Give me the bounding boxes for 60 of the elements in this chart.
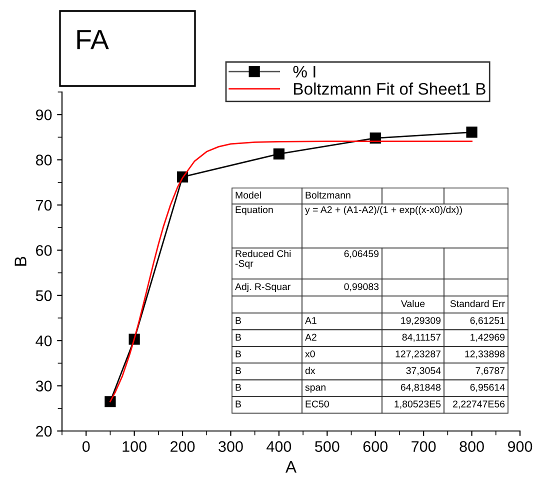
y-tick-label: 70	[36, 200, 52, 211]
annotation: B	[236, 384, 241, 391]
annotation: 6,06459	[344, 250, 379, 258]
y-tick-label: 80	[36, 154, 52, 166]
annotation: 12,33898	[465, 350, 505, 359]
annotation: 127,23287	[396, 350, 441, 359]
annotation: Equation	[236, 206, 273, 216]
x-tick-label: 800	[460, 441, 484, 452]
annotation: y = A2 + (A1-A2)/(1 + exp((x-x0)/dx))	[305, 206, 462, 216]
annotation: 7,6787	[476, 367, 505, 376]
y-tick-label: 40	[36, 335, 52, 346]
x-tick-label: 900	[508, 441, 532, 452]
x-axis-title: A	[285, 461, 297, 473]
annotation: B	[236, 334, 241, 341]
annotation: 6,61251	[470, 317, 505, 326]
y-tick-label: 20	[36, 426, 52, 437]
y-tick-label: 60	[36, 245, 52, 256]
y-tick-label: 90	[36, 109, 52, 120]
annotation: Model	[236, 191, 261, 199]
y-axis-title: B	[14, 256, 26, 266]
x-tick-label: 700	[412, 441, 436, 452]
point	[273, 148, 285, 160]
y-tick-label: 30	[36, 380, 52, 392]
annotation: EC50	[306, 400, 329, 408]
x-tick-label: 0	[82, 441, 90, 452]
x-tick-label: 300	[218, 441, 243, 452]
annotation: Value	[400, 300, 425, 308]
annotation: B	[236, 350, 241, 358]
annotation: B	[236, 367, 241, 374]
annotation: 19,29309	[401, 317, 441, 326]
annotation: x0	[305, 350, 315, 358]
annotation: 64,81848	[400, 384, 441, 392]
annotation: 0,99083	[344, 283, 379, 292]
x-tick-label: 200	[170, 441, 195, 452]
x-tick-label: 100	[122, 441, 146, 452]
annotation: 1,80523E5	[394, 400, 441, 409]
x-tick-label: 400	[266, 441, 292, 452]
annotation: dx	[305, 366, 316, 374]
chart-title: FA	[77, 30, 109, 50]
annotation: Standard Err	[450, 300, 505, 308]
x-tick-label: 600	[363, 441, 388, 452]
y-tick-label: 50	[36, 290, 52, 302]
annotation: A1	[305, 317, 316, 324]
annotation: 37,3054	[406, 367, 441, 376]
annotation: B	[236, 400, 241, 408]
legend-label: Boltzmann Fit of Sheet1 B	[294, 82, 486, 95]
point	[466, 126, 478, 138]
annotation: Boltzmann	[306, 191, 350, 199]
point	[104, 396, 116, 408]
annotation: 1,42969	[470, 334, 505, 342]
annotation: Reduced Chi -Sqr	[235, 250, 291, 269]
annotation: 6,95614	[470, 384, 505, 392]
annotation: 84,11157	[402, 334, 441, 342]
annotation: span	[305, 385, 326, 393]
annotation: A2	[305, 334, 316, 341]
annotation: 2,22747E56	[453, 400, 505, 409]
annotation: B	[236, 317, 241, 324]
x-tick-label: 500	[315, 441, 340, 452]
legend-label: % I	[293, 66, 316, 78]
annotation: Adj. R-Squar	[235, 282, 290, 292]
